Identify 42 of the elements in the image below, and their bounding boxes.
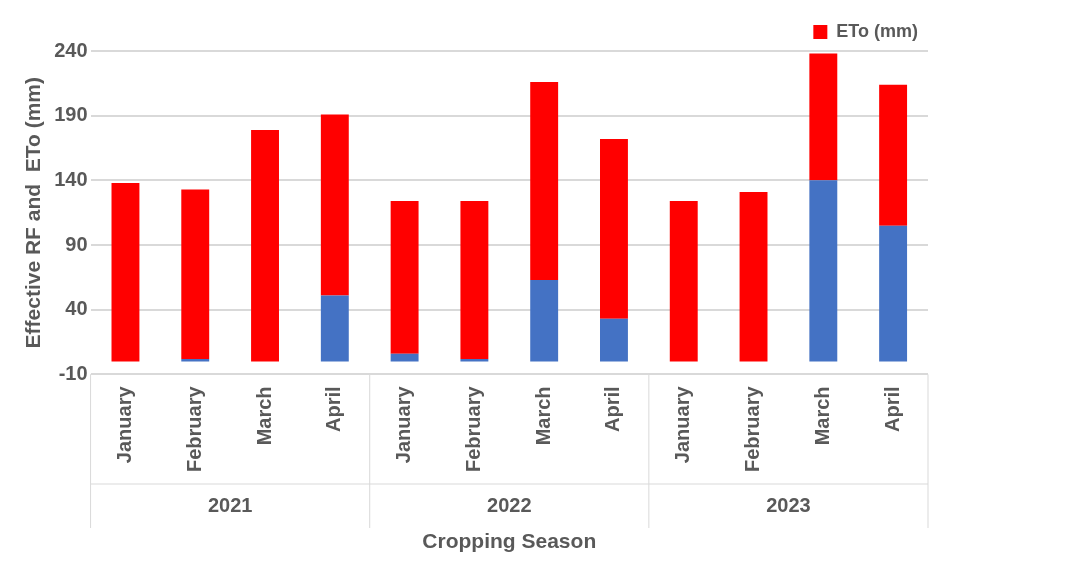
bar bbox=[390, 353, 419, 362]
text: 2022 bbox=[487, 493, 532, 516]
y-tick-label: 140 bbox=[54, 167, 88, 190]
y-tick-label: 90 bbox=[65, 232, 88, 255]
x-tick-label: April bbox=[601, 386, 624, 432]
bar bbox=[809, 180, 838, 362]
bar bbox=[739, 192, 768, 362]
y-tick-label: 240 bbox=[54, 38, 88, 61]
x-tick-label: January bbox=[112, 385, 135, 464]
bar bbox=[460, 201, 489, 359]
x-axis-title: Cropping Season bbox=[422, 528, 597, 552]
bar bbox=[181, 189, 210, 359]
bar bbox=[600, 138, 628, 319]
x-tick-label: February bbox=[741, 385, 764, 473]
x-tick-label: April bbox=[322, 386, 345, 432]
y-tick-label: -10 bbox=[58, 361, 88, 384]
x-tick-label: March bbox=[252, 386, 275, 446]
x-tick-label: April bbox=[880, 386, 903, 432]
text: 2023 bbox=[766, 493, 811, 516]
text: 2021 bbox=[207, 493, 253, 516]
bar bbox=[390, 201, 419, 354]
bar bbox=[251, 129, 279, 362]
x-tick-label: March bbox=[531, 386, 554, 446]
bar bbox=[530, 279, 559, 362]
y-axis-title: Effective RF and ETo (mm) bbox=[21, 76, 45, 349]
bar bbox=[320, 114, 349, 296]
bar bbox=[530, 82, 559, 280]
y-tick-label: 190 bbox=[54, 103, 88, 126]
bar bbox=[879, 225, 908, 362]
bar bbox=[111, 182, 140, 362]
bar bbox=[669, 201, 698, 362]
bar bbox=[600, 318, 628, 362]
bar bbox=[809, 53, 838, 181]
bar bbox=[320, 295, 349, 362]
y-tick-label: 40 bbox=[65, 297, 88, 320]
bar bbox=[879, 84, 908, 226]
x-tick-label: March bbox=[810, 386, 833, 446]
x-tick-label: January bbox=[392, 385, 415, 464]
x-tick-label: February bbox=[182, 385, 205, 473]
x-tick-label: January bbox=[671, 385, 694, 464]
x-tick-label: February bbox=[461, 385, 484, 473]
legend-label: ETo (mm) bbox=[836, 20, 919, 41]
